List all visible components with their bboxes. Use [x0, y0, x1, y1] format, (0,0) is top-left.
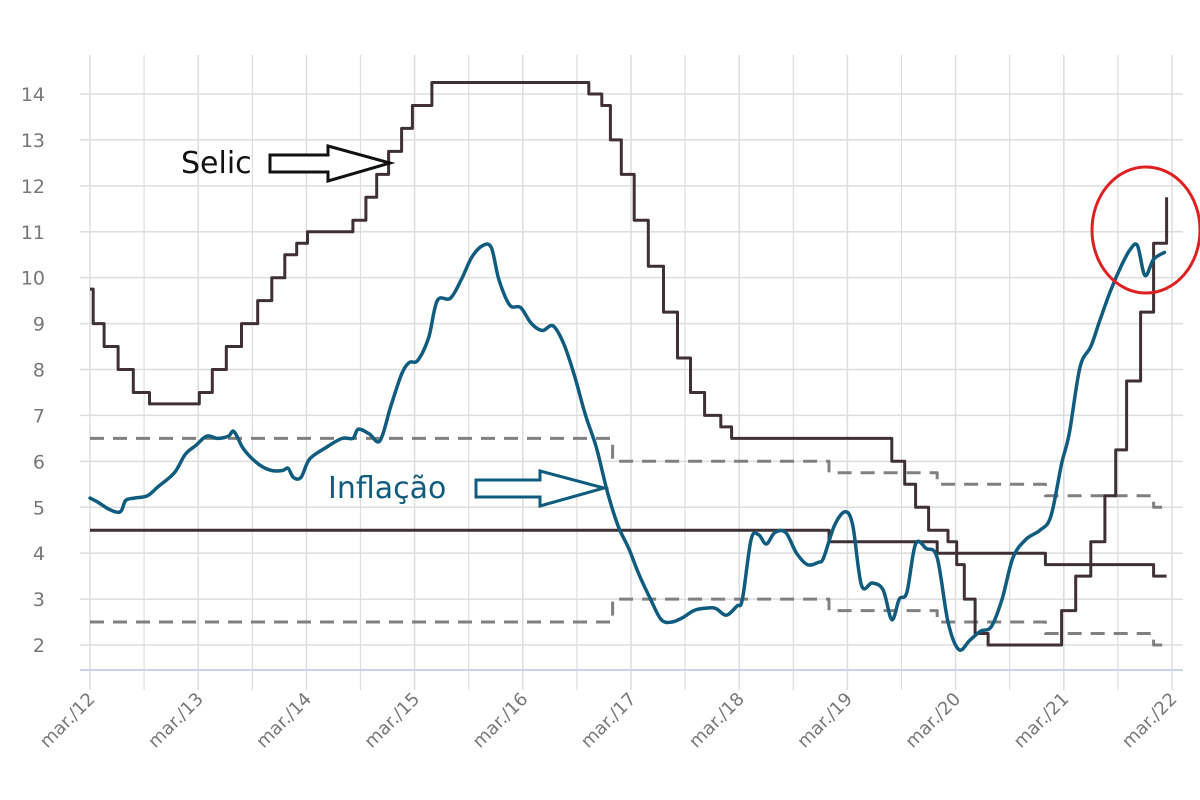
inflacao-line: [88, 242, 1167, 652]
y-tick-label: 8: [33, 360, 45, 382]
x-tick-label: mar./12: [36, 689, 100, 753]
selic-line: [90, 81, 1169, 647]
y-axis: 2 3 4 5 6 7 8 9 10 11 12 13 14: [21, 84, 45, 657]
y-tick-label: 2: [33, 635, 45, 657]
x-tick-label: mar./17: [577, 689, 641, 753]
y-tick-label: 3: [33, 589, 45, 611]
highlight-circle: [1090, 165, 1200, 295]
x-axis: mar./12 mar./13 mar./14 mar./15 mar./16 mar./…: [36, 689, 1182, 753]
inflacao-arrow-icon: [474, 469, 610, 508]
y-tick-label: 9: [33, 314, 45, 336]
grid: [80, 55, 1183, 690]
x-tick-label: mar./19: [793, 689, 857, 753]
y-tick-label: 11: [21, 222, 45, 244]
series-group: [88, 81, 1169, 652]
y-tick-label: 14: [21, 84, 45, 106]
y-tick-label: 12: [21, 176, 45, 198]
x-tick-label: mar./22: [1118, 689, 1182, 753]
banda-superior-line: [90, 436, 1167, 509]
selic-arrow-icon: [268, 144, 396, 183]
y-tick-label: 6: [33, 451, 45, 473]
inflacao-annotation: Inflação: [328, 469, 610, 508]
banda-inferior-line: [90, 597, 1167, 647]
x-tick-label: mar./13: [144, 689, 208, 753]
x-tick-label: mar./20: [901, 689, 965, 753]
x-tick-label: mar./14: [252, 689, 316, 753]
x-tick-label: mar./15: [360, 689, 424, 753]
y-tick-label: 13: [21, 130, 45, 152]
x-tick-label: mar./16: [469, 689, 533, 753]
selic-annotation: Selic: [181, 144, 396, 183]
y-tick-label: 4: [33, 543, 45, 565]
x-tick-label: mar./18: [685, 689, 749, 753]
y-tick-label: 7: [33, 405, 45, 427]
y-tick-label: 10: [21, 268, 45, 290]
inflacao-label: Inflação: [328, 471, 446, 506]
x-tick-label: mar./21: [1010, 689, 1074, 753]
selic-label: Selic: [181, 146, 252, 181]
y-tick-label: 5: [33, 497, 45, 519]
